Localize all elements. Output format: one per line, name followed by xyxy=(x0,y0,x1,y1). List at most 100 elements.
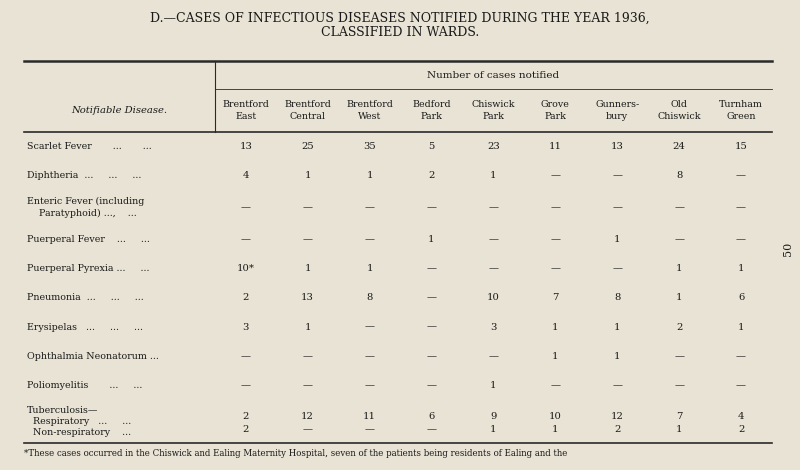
Text: 7: 7 xyxy=(552,293,558,303)
Text: 1: 1 xyxy=(490,381,497,390)
Text: 1: 1 xyxy=(490,425,497,434)
Text: —: — xyxy=(365,322,374,332)
Text: —: — xyxy=(550,171,560,180)
Text: —: — xyxy=(302,235,313,244)
Text: Diphtheria  ...     ...     ...: Diphtheria ... ... ... xyxy=(27,171,142,180)
Text: 1: 1 xyxy=(552,425,558,434)
Text: 10: 10 xyxy=(549,412,562,421)
Text: —: — xyxy=(550,235,560,244)
Text: —: — xyxy=(426,381,437,390)
Text: —: — xyxy=(365,425,374,434)
Text: —: — xyxy=(302,352,313,361)
Text: 2: 2 xyxy=(614,425,620,434)
Text: —: — xyxy=(736,203,746,212)
Text: 11: 11 xyxy=(363,412,376,421)
Text: —: — xyxy=(426,203,437,212)
Text: Gunners-
bury: Gunners- bury xyxy=(595,100,639,121)
Text: 1: 1 xyxy=(304,264,311,274)
Text: 1: 1 xyxy=(676,293,682,303)
Text: —: — xyxy=(736,352,746,361)
Text: 1: 1 xyxy=(552,352,558,361)
Text: 1: 1 xyxy=(614,235,621,244)
Text: 24: 24 xyxy=(673,141,686,151)
Text: —: — xyxy=(736,381,746,390)
Text: —: — xyxy=(488,352,498,361)
Text: 1: 1 xyxy=(490,171,497,180)
Text: —: — xyxy=(365,235,374,244)
Text: 1: 1 xyxy=(304,322,311,332)
Text: 13: 13 xyxy=(301,293,314,303)
Text: Pneumonia  ...     ...     ...: Pneumonia ... ... ... xyxy=(27,293,144,303)
Text: 8: 8 xyxy=(614,293,620,303)
Text: —: — xyxy=(241,381,250,390)
Text: —: — xyxy=(736,171,746,180)
Text: 1: 1 xyxy=(366,264,373,274)
Text: —: — xyxy=(426,264,437,274)
Text: —: — xyxy=(550,203,560,212)
Text: 3: 3 xyxy=(490,322,497,332)
Text: —: — xyxy=(365,203,374,212)
Text: —: — xyxy=(612,264,622,274)
Text: 2: 2 xyxy=(242,293,249,303)
Text: 3: 3 xyxy=(242,322,249,332)
Text: —: — xyxy=(241,203,250,212)
Text: —: — xyxy=(488,203,498,212)
Text: —: — xyxy=(674,203,684,212)
Text: 8: 8 xyxy=(676,171,682,180)
Text: 12: 12 xyxy=(610,412,624,421)
Text: —: — xyxy=(302,425,313,434)
Text: 25: 25 xyxy=(302,141,314,151)
Text: 15: 15 xyxy=(734,141,747,151)
Text: —: — xyxy=(241,235,250,244)
Text: 6: 6 xyxy=(428,412,434,421)
Text: 11: 11 xyxy=(549,141,562,151)
Text: —: — xyxy=(426,293,437,303)
Text: Bedford
Park: Bedford Park xyxy=(412,100,450,121)
Text: Brentford
East: Brentford East xyxy=(222,100,269,121)
Text: —: — xyxy=(241,352,250,361)
Text: 5: 5 xyxy=(428,141,434,151)
Text: 2: 2 xyxy=(738,425,744,434)
Text: 1: 1 xyxy=(552,322,558,332)
Text: —: — xyxy=(426,352,437,361)
Text: —: — xyxy=(488,264,498,274)
Text: 1: 1 xyxy=(366,171,373,180)
Text: 12: 12 xyxy=(301,412,314,421)
Text: Puerperal Fever    ...     ...: Puerperal Fever ... ... xyxy=(27,235,150,244)
Text: Enteric Fever (including
    Paratyphoid) ...,    ...: Enteric Fever (including Paratyphoid) ..… xyxy=(27,197,145,218)
Text: 2: 2 xyxy=(242,412,249,421)
Text: Numbеr of cases notified: Numbеr of cases notified xyxy=(427,70,559,80)
Text: 8: 8 xyxy=(366,293,373,303)
Text: Chiswick
Park: Chiswick Park xyxy=(472,100,515,121)
Text: Grove
Park: Grove Park xyxy=(541,100,570,121)
Text: Notifiable Disease.: Notifiable Disease. xyxy=(71,106,167,115)
Text: —: — xyxy=(426,425,437,434)
Text: 1: 1 xyxy=(738,264,744,274)
Text: 23: 23 xyxy=(487,141,500,151)
Text: Old
Chiswick: Old Chiswick xyxy=(658,100,701,121)
Text: 1: 1 xyxy=(738,322,744,332)
Text: —: — xyxy=(550,264,560,274)
Text: —: — xyxy=(674,381,684,390)
Text: —: — xyxy=(674,235,684,244)
Text: —: — xyxy=(612,381,622,390)
Text: 13: 13 xyxy=(610,141,624,151)
Text: Puerperal Pyrexia ...     ...: Puerperal Pyrexia ... ... xyxy=(27,264,150,274)
Text: CLASSIFIED IN WARDS.: CLASSIFIED IN WARDS. xyxy=(321,26,479,39)
Text: 4: 4 xyxy=(242,171,249,180)
Text: 1: 1 xyxy=(676,425,682,434)
Text: —: — xyxy=(426,322,437,332)
Text: 4: 4 xyxy=(738,412,744,421)
Text: 50: 50 xyxy=(783,242,793,256)
Text: Turnham
Green: Turnham Green xyxy=(719,100,763,121)
Text: 2: 2 xyxy=(242,425,249,434)
Text: 10*: 10* xyxy=(237,264,254,274)
Text: —: — xyxy=(488,235,498,244)
Text: 35: 35 xyxy=(363,141,376,151)
Text: 7: 7 xyxy=(676,412,682,421)
Text: Erysipelas   ...     ...     ...: Erysipelas ... ... ... xyxy=(27,322,143,332)
Text: 13: 13 xyxy=(239,141,252,151)
Text: —: — xyxy=(674,352,684,361)
Text: 1: 1 xyxy=(428,235,434,244)
Text: 10: 10 xyxy=(487,293,500,303)
